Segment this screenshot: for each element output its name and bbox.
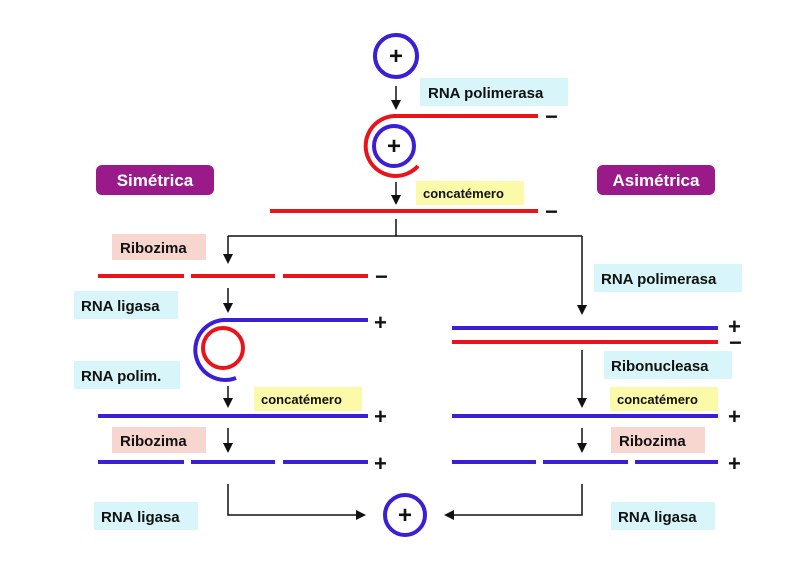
label-ligase-right-final: RNA ligasa (618, 509, 697, 526)
label-concatemer-top: concatémero (423, 186, 504, 201)
label-box-polymerase-top (420, 78, 568, 106)
sign-positive-pieces-left: + (374, 451, 387, 476)
label-ligase-left-1: RNA ligasa (81, 298, 160, 315)
title-box-symmetric (96, 165, 214, 195)
label-ribozyme-right: Ribozima (619, 433, 686, 450)
sign-duplex-negative: − (729, 330, 742, 355)
negative-circle (201, 326, 245, 370)
label-box-ligase-left-final (94, 502, 198, 530)
sign-negative-pieces: − (375, 264, 388, 289)
label-box-ribozyme-left-2 (112, 427, 206, 453)
arrow-right-final (444, 484, 583, 520)
initial-positive-circle (373, 33, 419, 79)
sign-positive-concatemer-left: + (374, 404, 387, 429)
label-box-concatemer-right (610, 387, 718, 411)
final-circle-label: + (398, 502, 412, 529)
label-ligase-left-final: RNA ligasa (101, 509, 180, 526)
label-box-polymerase-right (594, 264, 742, 292)
label-box-ligase-left-1 (74, 291, 178, 319)
sign-positive-concatemer-right: + (728, 404, 741, 429)
title-asymmetric: Asimétrica (613, 171, 700, 190)
label-box-ligase-right-final (611, 502, 715, 530)
sign-positive-rolling: + (374, 310, 387, 335)
label-ribonuclease: Ribonucleasa (611, 358, 709, 375)
rolling-circle-label: + (387, 133, 401, 160)
sign-negative-concatemer: − (545, 199, 558, 224)
label-polymerase-top: RNA polimerasa (428, 85, 544, 102)
label-box-concatemer-left (254, 387, 362, 411)
rolling-negative-strand (363, 114, 538, 178)
label-box-concatemer-top (416, 181, 524, 205)
arrow-left-final (227, 484, 366, 520)
label-box-ribozyme-left-1 (112, 234, 206, 260)
label-box-polim-left (74, 361, 180, 389)
sign-duplex-positive: + (728, 314, 741, 339)
label-box-ribonuclease (604, 351, 732, 379)
rolling-positive-circle (372, 124, 416, 168)
sign-positive-pieces-right: + (728, 451, 741, 476)
title-symmetric: Simétrica (117, 171, 194, 190)
label-polymerase-right: RNA polimerasa (601, 271, 717, 288)
rolling-positive-strand (193, 318, 368, 382)
label-concatemer-left: concatémero (261, 392, 342, 407)
label-ribozyme-left-2: Ribozima (120, 433, 187, 450)
label-concatemer-right: concatémero (617, 392, 698, 407)
initial-circle-label: + (389, 43, 403, 70)
label-box-ribozyme-right (611, 427, 705, 453)
label-ribozyme-left-1: Ribozima (120, 240, 187, 257)
sign-rolling-strand: − (545, 104, 558, 129)
final-positive-circle (383, 493, 427, 537)
title-box-asymmetric (597, 165, 715, 195)
label-polim-left: RNA polim. (81, 368, 161, 385)
